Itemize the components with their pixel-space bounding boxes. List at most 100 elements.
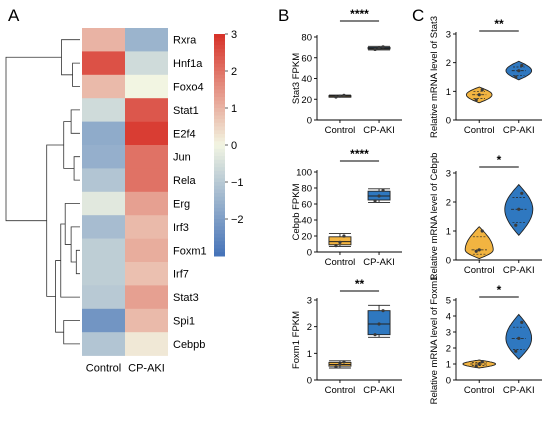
boxplot-y-tick-label: 20 (301, 95, 312, 106)
colorbar-segment (214, 211, 225, 216)
violin-data-point (477, 248, 481, 252)
violin-data-point (520, 191, 524, 195)
violin-significance-label: ** (494, 17, 504, 31)
heatmap-panel: Rxra Hnf1a Foxo4 Stat1 E2f4 Jun Rela Erg Irf3 Fox… (5, 28, 244, 375)
box-data-point (338, 240, 342, 244)
heatmap-cell (125, 51, 168, 76)
violin-data-point (517, 336, 521, 340)
boxplot-x-tick-label: CP-AKI (363, 257, 395, 268)
boxplot-y-tick-label: 40 (301, 216, 312, 227)
heatmap-cell (82, 51, 125, 76)
colorbar-segment (214, 133, 225, 139)
colorbar-segment (214, 233, 225, 238)
heatmap-cell (125, 98, 168, 122)
violin-data-point (514, 75, 518, 79)
colorbar-segment (214, 56, 225, 61)
colorbar-segment (214, 71, 225, 76)
boxplot-y-tick-label: 1 (307, 349, 312, 360)
heatmap-cell (82, 98, 125, 122)
colorbar-segment (214, 59, 225, 65)
heatmap-cell (82, 191, 125, 216)
violin-significance-label: * (497, 283, 502, 297)
dendrogram-branch (75, 249, 80, 275)
box-data-point (342, 360, 346, 364)
box-data-point (373, 47, 377, 52)
box-data-point (334, 365, 338, 369)
violin-data-point (480, 229, 484, 233)
colorbar-segment (214, 167, 225, 172)
colorbar-segment (214, 156, 225, 161)
heatmap-cell (125, 28, 168, 52)
violin-y-tick-label: 4 (446, 312, 451, 323)
colorbar-segment (214, 74, 225, 79)
colorbar-segment (214, 126, 225, 131)
colorbar-segment (214, 152, 225, 157)
colorbar-segment (214, 85, 225, 90)
box-data-point (338, 362, 342, 366)
heatmap-row-label: Rela (173, 175, 197, 187)
colorbar-segment (214, 248, 225, 253)
heatmap-row-label: Cebpb (173, 339, 205, 351)
colorbar-segment (214, 137, 225, 142)
heatmap-cell (82, 145, 125, 169)
panel-letter-a: A (8, 6, 20, 25)
colorbar-segment (214, 215, 225, 220)
box-data-point (334, 244, 338, 248)
colorbar-tick-label: 1 (231, 103, 237, 115)
colorbar-segment (214, 189, 225, 194)
heatmap-row-label: Hnf1a (173, 58, 203, 70)
violin-data-point (474, 364, 478, 368)
violin-x-tick-label: Control (464, 125, 495, 136)
heatmap-row-label: Rxra (173, 35, 197, 47)
heatmap-cell (125, 121, 168, 146)
colorbar-segment (214, 37, 225, 42)
colorbar-segment (214, 96, 225, 102)
dendrogram-branch (72, 62, 80, 87)
violin-data-point (477, 362, 481, 366)
heatmap-cell (125, 332, 168, 356)
heatmap-row-label: Spi1 (173, 316, 195, 328)
box-data-point (334, 95, 338, 99)
heatmap-cell (125, 191, 168, 216)
box-data-point (381, 45, 385, 49)
colorbar-segment (214, 89, 225, 94)
violin-y-tick-label: 2 (446, 58, 451, 69)
colorbar-segment (214, 241, 225, 246)
colorbar-segment (214, 237, 225, 242)
boxplot-x-tick-label: CP-AKI (363, 385, 395, 396)
heatmap-row-label: Foxo4 (173, 82, 204, 94)
heatmap-cell (82, 238, 125, 263)
boxplot-y-tick-label: 20 (301, 232, 312, 243)
violin-y-tick-label: 3 (446, 328, 451, 339)
colorbar-tick-label: 2 (231, 66, 237, 78)
heatmap-row-label: Irf3 (173, 222, 189, 234)
colorbar-segment (214, 119, 225, 124)
colorbar-segment (214, 178, 225, 183)
violin-y-tick-label: 5 (446, 296, 451, 307)
boxplot-x-tick-label: Control (325, 257, 356, 268)
violin-y-tick-label: 1 (446, 360, 451, 371)
boxplot-significance-label: **** (350, 147, 369, 161)
colorbar-segment (214, 204, 225, 209)
heatmap-row-label: Jun (173, 152, 191, 164)
heatmap-row-label: Stat1 (173, 105, 199, 117)
colorbar-segment (214, 163, 225, 168)
boxplot-x-tick-label: Control (325, 125, 356, 136)
colorbar-segment (214, 226, 225, 231)
colorbar-tick-label: −2 (231, 214, 244, 226)
colorbar-segment (214, 207, 225, 213)
dendrogram-branch (70, 109, 80, 134)
boxplot-y-axis-label: Stat3 FPKM (291, 53, 302, 104)
violin-y-axis-label: Relative mRNA level of Stat3 (429, 16, 440, 138)
boxplot-y-tick-label: 0 (307, 248, 312, 259)
heatmap-cell (82, 28, 125, 52)
violin-data-point (474, 249, 478, 253)
colorbar-segment (214, 145, 225, 150)
boxplot-y-tick-label: 2 (307, 322, 312, 333)
colorbar-segment (214, 48, 225, 53)
colorbar-segment (214, 104, 225, 109)
boxplot-y-axis-label: Cebpb FPKM (291, 183, 302, 240)
box-data-point (381, 188, 385, 192)
colorbar-segment (214, 193, 225, 198)
